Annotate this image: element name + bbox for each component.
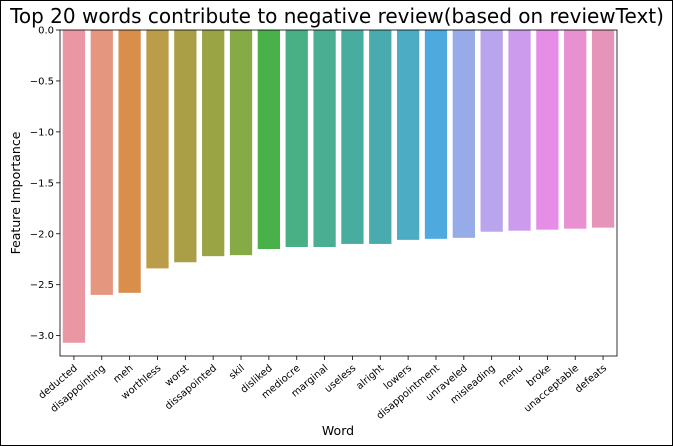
bar-skil [229,30,253,256]
bar-defeats [591,30,615,228]
bar-misleading [480,30,503,232]
y-tick-label: −3.0 [30,331,54,342]
y-tick-label: −1.0 [30,127,54,138]
bar-disappointment [424,30,448,239]
y-tick-label: −2.0 [30,229,54,240]
bar-deducted [62,30,86,343]
bar-useless [341,30,364,244]
x-tick-label-skil: skil [227,363,247,382]
bar-disappointing [90,30,113,295]
y-tick-label: −2.5 [30,280,54,291]
y-tick-label: 0.0 [38,26,54,37]
bar-worthless [146,30,169,269]
bar-alright [369,30,392,244]
bar-disliked [257,30,281,250]
y-axis-label: Feature Importance [8,131,23,254]
bar-unacceptable [564,30,587,229]
bar-unraveled [452,30,475,238]
bar-meh [118,30,141,293]
x-axis-label: Word [322,423,354,438]
bar-worst [174,30,197,263]
chart-title: Top 20 words contribute to negative revi… [9,4,664,28]
x-tick-label-defeats: defeats [573,363,609,395]
bar-broke [536,30,559,230]
plot-frame [59,29,618,357]
y-tick-label: −1.5 [30,178,54,189]
bar-lowers [396,30,420,240]
x-tick-label-useless: useless [323,363,358,395]
x-tick-label-alright: alright [354,363,386,392]
bar-menu [508,30,531,231]
bar-marginal [313,30,336,247]
y-tick-label: −0.5 [30,76,54,87]
bar-mediocre [285,30,308,247]
bar-dissapointed [202,30,225,257]
x-tick-label-menu: menu [496,363,525,390]
